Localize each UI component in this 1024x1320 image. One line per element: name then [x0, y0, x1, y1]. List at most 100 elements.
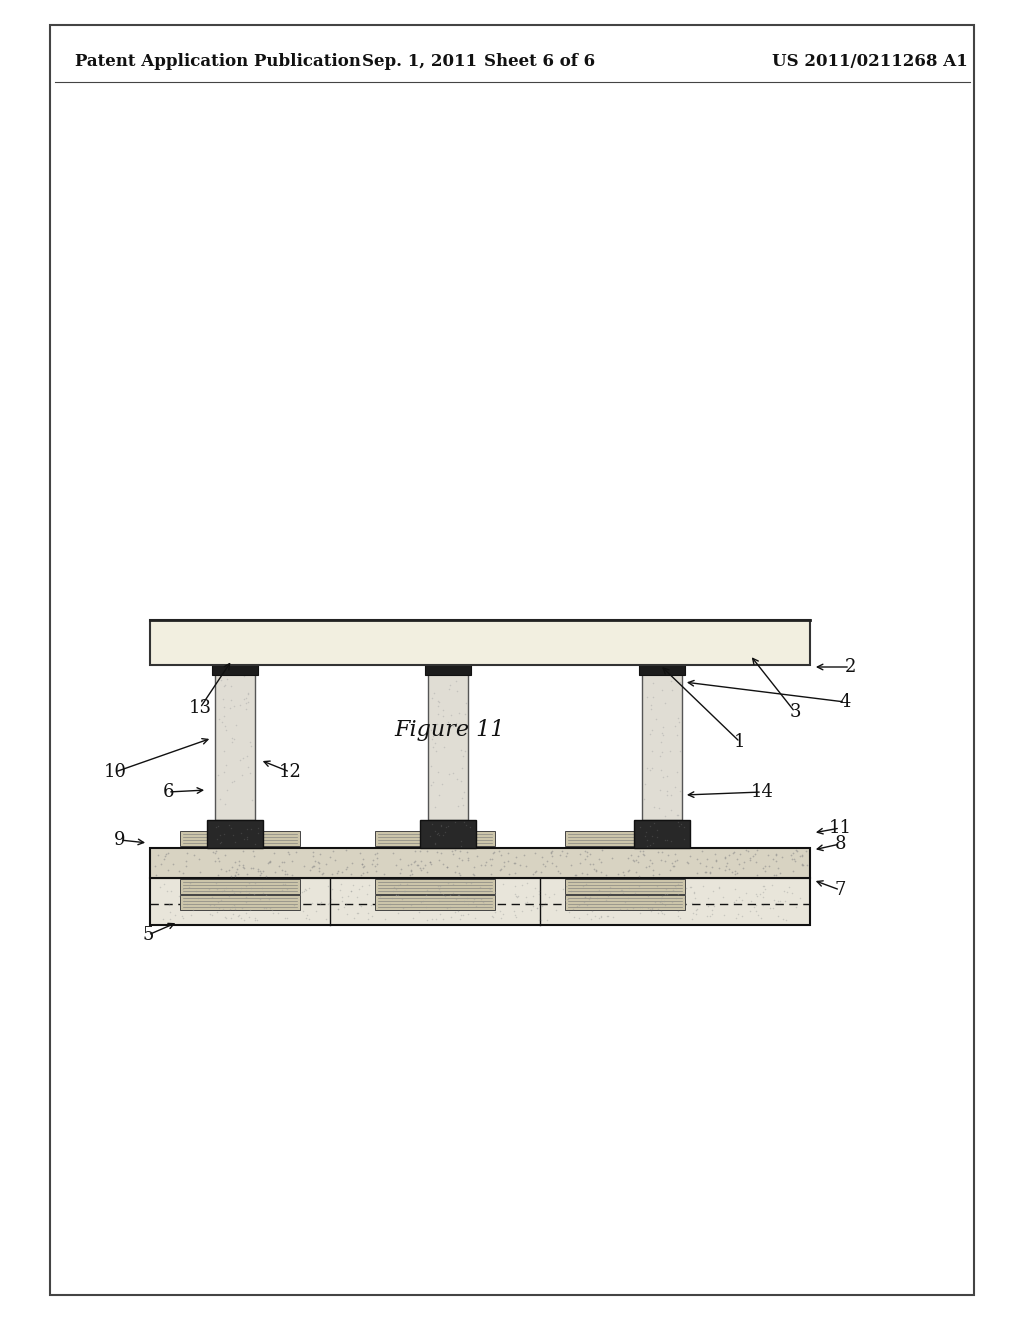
Point	[426, 682, 442, 704]
Point	[659, 843, 676, 865]
Point	[472, 876, 488, 898]
Point	[500, 850, 516, 871]
Point	[625, 850, 641, 871]
Point	[174, 862, 190, 883]
Point	[569, 896, 586, 917]
Point	[717, 847, 733, 869]
Point	[162, 902, 178, 923]
Point	[418, 896, 434, 917]
Point	[261, 851, 278, 873]
Point	[250, 822, 266, 843]
Point	[742, 900, 759, 921]
Point	[768, 892, 784, 913]
Point	[311, 843, 328, 865]
Point	[423, 775, 439, 796]
Point	[570, 895, 587, 916]
Point	[644, 825, 660, 846]
Point	[438, 817, 455, 838]
Point	[441, 678, 458, 700]
Point	[664, 891, 680, 912]
Point	[654, 659, 671, 680]
Point	[229, 863, 246, 884]
Point	[571, 843, 588, 865]
Point	[163, 880, 179, 902]
Point	[174, 615, 190, 636]
Point	[666, 664, 682, 685]
Bar	[565, 863, 685, 878]
Point	[785, 842, 802, 863]
Point	[687, 887, 703, 908]
Text: 11: 11	[828, 818, 852, 837]
Point	[695, 648, 712, 669]
Point	[449, 722, 465, 743]
Point	[642, 900, 658, 921]
Point	[679, 851, 695, 873]
Point	[640, 898, 656, 919]
Point	[442, 675, 459, 696]
Point	[582, 843, 598, 865]
Point	[174, 906, 190, 927]
Point	[296, 878, 312, 899]
Point	[696, 862, 713, 883]
Point	[262, 632, 279, 653]
Point	[751, 612, 767, 634]
Point	[242, 762, 258, 783]
Point	[400, 642, 417, 663]
Point	[311, 894, 328, 915]
Point	[733, 906, 750, 927]
Point	[401, 865, 418, 886]
Point	[432, 882, 449, 903]
Point	[561, 902, 578, 923]
Point	[474, 649, 490, 671]
Point	[494, 907, 510, 928]
Point	[381, 645, 397, 667]
Point	[708, 849, 724, 870]
Point	[768, 865, 784, 886]
Point	[651, 619, 668, 640]
Point	[729, 904, 745, 925]
Text: US 2011/0211268 A1: US 2011/0211268 A1	[772, 54, 968, 70]
Point	[430, 704, 446, 725]
Point	[402, 861, 419, 882]
Point	[278, 863, 294, 884]
Point	[640, 886, 656, 907]
Point	[360, 628, 377, 649]
Point	[671, 816, 687, 837]
Point	[444, 883, 461, 904]
Point	[582, 888, 598, 909]
Point	[473, 644, 489, 665]
Point	[332, 614, 348, 635]
Point	[518, 623, 535, 644]
Point	[725, 842, 741, 863]
Point	[530, 880, 547, 902]
Point	[245, 841, 261, 862]
Bar	[180, 847, 300, 862]
Point	[167, 904, 183, 925]
Point	[671, 711, 687, 733]
Point	[719, 632, 735, 653]
Point	[654, 767, 671, 788]
Point	[451, 702, 467, 723]
Point	[546, 883, 562, 904]
Point	[766, 890, 782, 911]
Point	[493, 858, 509, 879]
Point	[527, 843, 544, 865]
Point	[432, 842, 449, 863]
Point	[670, 883, 686, 904]
Point	[534, 895, 550, 916]
Point	[535, 896, 551, 917]
Point	[650, 899, 667, 920]
Point	[507, 862, 523, 883]
Point	[411, 902, 427, 923]
Point	[236, 858, 252, 879]
Point	[418, 884, 434, 906]
Point	[222, 899, 239, 920]
Point	[146, 855, 163, 876]
Point	[439, 873, 456, 894]
Point	[579, 841, 595, 862]
Point	[636, 845, 652, 866]
Point	[364, 854, 380, 875]
Point	[481, 849, 498, 870]
Point	[160, 859, 176, 880]
Point	[177, 850, 194, 871]
